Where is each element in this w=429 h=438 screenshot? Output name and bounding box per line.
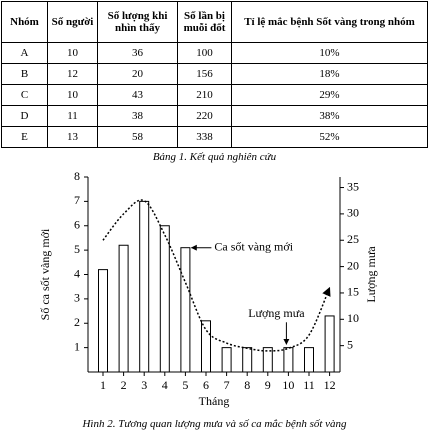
results-table: Nhóm Số người Số lượng khi nhìn thấy Số lần… [1, 1, 428, 148]
table-cell: 11 [47, 105, 98, 127]
x-tick-label: 12 [324, 378, 336, 392]
table-row: C 10 43 210 29% [1, 84, 428, 106]
bar [221, 347, 232, 373]
figure-caption: Hình 2. Tương quan lượng mưa và số ca mắ… [82, 418, 347, 430]
table-cell: 100 [177, 42, 232, 64]
x-tick-label: 1 [100, 378, 106, 392]
header-cell: Số lượng khi nhìn thấy [97, 1, 178, 43]
table-row: A 10 36 100 10% [1, 42, 428, 64]
y-tick-label: 7 [74, 193, 80, 207]
table-cell: D [1, 105, 48, 127]
y-tick-label: 1 [74, 339, 80, 353]
table-cell: 10 [47, 42, 98, 64]
table-cell: 38 [97, 105, 178, 127]
table-cell: 36 [97, 42, 178, 64]
x-tick-label: 3 [141, 378, 147, 392]
table-cell: 38% [231, 105, 428, 127]
table-cell: C [1, 84, 48, 106]
y2-tick-label: 30 [347, 206, 359, 220]
y-tick-label: 3 [74, 291, 80, 305]
table-row: B 12 20 156 18% [1, 63, 428, 85]
table-cell: 58 [97, 126, 178, 148]
table-row: D 11 38 220 38% [1, 105, 428, 127]
x-axis-label: Tháng [199, 394, 230, 408]
bar [139, 200, 150, 373]
table-cell: 156 [177, 63, 232, 85]
header-cell: Nhóm [1, 1, 48, 43]
rainfall-line [102, 199, 331, 352]
bar [304, 347, 314, 373]
y2-tick-label: 20 [347, 258, 359, 272]
bar [242, 347, 253, 373]
bar [118, 244, 129, 373]
table-cell: 220 [177, 105, 232, 127]
table-cell: 210 [177, 84, 232, 106]
table-cell: 52% [231, 126, 428, 148]
table-cell: 10 [47, 84, 98, 106]
table-cell: A [1, 42, 48, 64]
bar [324, 315, 335, 373]
table-cell: 43 [97, 84, 178, 106]
table-caption: Bảng 1. Kết quả nghiên cứu [152, 151, 277, 163]
x-tick-label: 5 [182, 378, 188, 392]
y2-tick-label: 10 [347, 311, 359, 325]
header-row: Nhóm Số người Số lượng khi nhìn thấy Số lần… [1, 1, 428, 43]
table-cell: 29% [231, 84, 428, 106]
bar [180, 247, 191, 373]
bar [98, 269, 108, 373]
x-tick-label: 10 [282, 378, 294, 392]
table-row: E 13 58 338 52% [1, 126, 428, 148]
bar [159, 225, 170, 373]
y-axis-label: Số ca sốt vàng mới [38, 228, 52, 320]
y2-tick-label: 15 [347, 285, 359, 299]
header-cell: Số lần bị muỗi đốt [177, 1, 232, 43]
x-tick-label: 8 [244, 378, 250, 392]
x-tick-label: 4 [162, 378, 168, 392]
header-cell: Số người [47, 1, 98, 43]
table-cell: 13 [47, 126, 98, 148]
y2-tick-label: 25 [347, 232, 359, 246]
y2-tick-label: 5 [347, 337, 353, 351]
y-tick-label: 8 [74, 169, 80, 183]
x-tick-label: 7 [224, 378, 230, 392]
bar [262, 347, 273, 373]
y2-axis-label: Lượng mưa [364, 246, 378, 303]
x-tick-label: 9 [265, 378, 271, 392]
x-tick-label: 11 [303, 378, 315, 392]
annotation: Ca sốt vàng mới [214, 239, 293, 253]
x-tick-label: 2 [121, 378, 127, 392]
table-cell: 338 [177, 126, 232, 148]
table-cell: 18% [231, 63, 428, 85]
y-tick-label: 2 [74, 315, 80, 329]
header-cell: Tỉ lệ mắc bệnh Sốt vàng trong nhóm [231, 1, 428, 43]
y-tick-label: 6 [74, 218, 80, 232]
x-tick-label: 6 [203, 378, 209, 392]
table-cell: 12 [47, 63, 98, 85]
y-tick-label: 5 [74, 242, 80, 256]
annotation: Lượng mưa [248, 306, 305, 320]
y-tick-label: 4 [74, 266, 80, 280]
table-cell: 10% [231, 42, 428, 64]
y2-tick-label: 35 [347, 179, 359, 193]
table-cell: B [1, 63, 48, 85]
table-cell: E [1, 126, 48, 148]
table-cell: 20 [97, 63, 178, 85]
bar [283, 347, 294, 373]
bar [201, 320, 211, 373]
